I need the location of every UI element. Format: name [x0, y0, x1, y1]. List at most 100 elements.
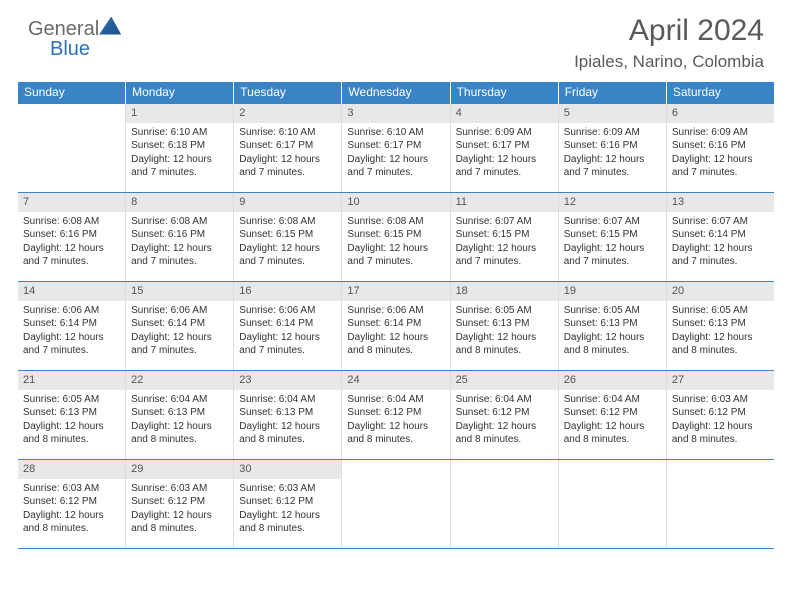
sunset-line: Sunset: 6:12 PM	[564, 406, 661, 420]
sunset-line: Sunset: 6:14 PM	[239, 317, 336, 331]
sunrise-line: Sunrise: 6:03 AM	[23, 482, 120, 496]
day-body: Sunrise: 6:05 AMSunset: 6:13 PMDaylight:…	[451, 301, 558, 363]
day-number	[18, 104, 125, 108]
day-number: 19	[559, 282, 666, 301]
day-body: Sunrise: 6:09 AMSunset: 6:17 PMDaylight:…	[451, 123, 558, 185]
daylight-line: Daylight: 12 hours and 7 minutes.	[23, 242, 120, 269]
sunset-line: Sunset: 6:15 PM	[239, 228, 336, 242]
calendar: SundayMondayTuesdayWednesdayThursdayFrid…	[18, 82, 774, 549]
day-body: Sunrise: 6:06 AMSunset: 6:14 PMDaylight:…	[234, 301, 341, 363]
weekday-header-cell: Saturday	[667, 82, 774, 104]
calendar-week: 21Sunrise: 6:05 AMSunset: 6:13 PMDayligh…	[18, 371, 774, 460]
day-number: 20	[667, 282, 774, 301]
sunset-line: Sunset: 6:16 PM	[672, 139, 769, 153]
page-title: April 2024	[629, 14, 764, 48]
calendar-day: 19Sunrise: 6:05 AMSunset: 6:13 PMDayligh…	[559, 282, 667, 370]
day-number: 11	[451, 193, 558, 212]
calendar-day: 23Sunrise: 6:04 AMSunset: 6:13 PMDayligh…	[234, 371, 342, 459]
daylight-line: Daylight: 12 hours and 7 minutes.	[131, 242, 228, 269]
calendar-day: 22Sunrise: 6:04 AMSunset: 6:13 PMDayligh…	[126, 371, 234, 459]
daylight-line: Daylight: 12 hours and 7 minutes.	[672, 153, 769, 180]
weekday-header-cell: Thursday	[451, 82, 559, 104]
calendar-day: 2Sunrise: 6:10 AMSunset: 6:17 PMDaylight…	[234, 104, 342, 192]
day-number	[451, 460, 558, 464]
day-body: Sunrise: 6:08 AMSunset: 6:16 PMDaylight:…	[18, 212, 125, 274]
daylight-line: Daylight: 12 hours and 7 minutes.	[672, 242, 769, 269]
day-number: 15	[126, 282, 233, 301]
logo-sail-icon	[99, 17, 121, 35]
calendar-day: 9Sunrise: 6:08 AMSunset: 6:15 PMDaylight…	[234, 193, 342, 281]
sunset-line: Sunset: 6:17 PM	[347, 139, 444, 153]
day-number	[342, 460, 449, 464]
daylight-line: Daylight: 12 hours and 7 minutes.	[131, 153, 228, 180]
sunset-line: Sunset: 6:17 PM	[239, 139, 336, 153]
day-body: Sunrise: 6:03 AMSunset: 6:12 PMDaylight:…	[18, 479, 125, 541]
day-number: 4	[451, 104, 558, 123]
sunset-line: Sunset: 6:14 PM	[131, 317, 228, 331]
sunset-line: Sunset: 6:13 PM	[131, 406, 228, 420]
calendar-day: 17Sunrise: 6:06 AMSunset: 6:14 PMDayligh…	[342, 282, 450, 370]
day-number: 10	[342, 193, 449, 212]
calendar-day: 20Sunrise: 6:05 AMSunset: 6:13 PMDayligh…	[667, 282, 774, 370]
sunrise-line: Sunrise: 6:10 AM	[131, 126, 228, 140]
sunrise-line: Sunrise: 6:09 AM	[564, 126, 661, 140]
day-body: Sunrise: 6:09 AMSunset: 6:16 PMDaylight:…	[559, 123, 666, 185]
daylight-line: Daylight: 12 hours and 8 minutes.	[239, 420, 336, 447]
sunrise-line: Sunrise: 6:07 AM	[564, 215, 661, 229]
calendar-week: 1Sunrise: 6:10 AMSunset: 6:18 PMDaylight…	[18, 104, 774, 193]
sunset-line: Sunset: 6:13 PM	[239, 406, 336, 420]
daylight-line: Daylight: 12 hours and 8 minutes.	[672, 420, 769, 447]
daylight-line: Daylight: 12 hours and 8 minutes.	[131, 420, 228, 447]
day-number: 30	[234, 460, 341, 479]
calendar-day: 28Sunrise: 6:03 AMSunset: 6:12 PMDayligh…	[18, 460, 126, 548]
day-number	[559, 460, 666, 464]
day-body: Sunrise: 6:08 AMSunset: 6:15 PMDaylight:…	[342, 212, 449, 274]
daylight-line: Daylight: 12 hours and 7 minutes.	[239, 331, 336, 358]
daylight-line: Daylight: 12 hours and 7 minutes.	[239, 153, 336, 180]
day-number: 21	[18, 371, 125, 390]
calendar-day	[18, 104, 126, 192]
sunrise-line: Sunrise: 6:06 AM	[131, 304, 228, 318]
sunrise-line: Sunrise: 6:10 AM	[239, 126, 336, 140]
day-number: 8	[126, 193, 233, 212]
sunrise-line: Sunrise: 6:04 AM	[131, 393, 228, 407]
day-body: Sunrise: 6:04 AMSunset: 6:12 PMDaylight:…	[342, 390, 449, 452]
day-body: Sunrise: 6:08 AMSunset: 6:15 PMDaylight:…	[234, 212, 341, 274]
sunset-line: Sunset: 6:13 PM	[672, 317, 769, 331]
daylight-line: Daylight: 12 hours and 7 minutes.	[131, 331, 228, 358]
sunset-line: Sunset: 6:12 PM	[239, 495, 336, 509]
sunrise-line: Sunrise: 6:05 AM	[456, 304, 553, 318]
calendar-day: 1Sunrise: 6:10 AMSunset: 6:18 PMDaylight…	[126, 104, 234, 192]
daylight-line: Daylight: 12 hours and 7 minutes.	[456, 153, 553, 180]
day-body: Sunrise: 6:07 AMSunset: 6:15 PMDaylight:…	[559, 212, 666, 274]
calendar-day: 26Sunrise: 6:04 AMSunset: 6:12 PMDayligh…	[559, 371, 667, 459]
day-number: 9	[234, 193, 341, 212]
sunrise-line: Sunrise: 6:09 AM	[672, 126, 769, 140]
calendar-day: 5Sunrise: 6:09 AMSunset: 6:16 PMDaylight…	[559, 104, 667, 192]
day-body: Sunrise: 6:03 AMSunset: 6:12 PMDaylight:…	[667, 390, 774, 452]
day-body: Sunrise: 6:03 AMSunset: 6:12 PMDaylight:…	[234, 479, 341, 541]
day-number: 13	[667, 193, 774, 212]
day-body: Sunrise: 6:05 AMSunset: 6:13 PMDaylight:…	[18, 390, 125, 452]
day-number: 16	[234, 282, 341, 301]
day-number: 26	[559, 371, 666, 390]
calendar-day: 3Sunrise: 6:10 AMSunset: 6:17 PMDaylight…	[342, 104, 450, 192]
sunset-line: Sunset: 6:13 PM	[23, 406, 120, 420]
sunrise-line: Sunrise: 6:08 AM	[23, 215, 120, 229]
sunset-line: Sunset: 6:12 PM	[672, 406, 769, 420]
daylight-line: Daylight: 12 hours and 8 minutes.	[456, 420, 553, 447]
day-number: 23	[234, 371, 341, 390]
day-number: 12	[559, 193, 666, 212]
day-body: Sunrise: 6:04 AMSunset: 6:12 PMDaylight:…	[451, 390, 558, 452]
location-text: Ipiales, Narino, Colombia	[574, 52, 764, 72]
sunset-line: Sunset: 6:12 PM	[456, 406, 553, 420]
daylight-line: Daylight: 12 hours and 7 minutes.	[564, 153, 661, 180]
day-body: Sunrise: 6:09 AMSunset: 6:16 PMDaylight:…	[667, 123, 774, 185]
sunrise-line: Sunrise: 6:07 AM	[672, 215, 769, 229]
day-number: 24	[342, 371, 449, 390]
calendar-day: 18Sunrise: 6:05 AMSunset: 6:13 PMDayligh…	[451, 282, 559, 370]
calendar-week: 28Sunrise: 6:03 AMSunset: 6:12 PMDayligh…	[18, 460, 774, 549]
calendar-day: 11Sunrise: 6:07 AMSunset: 6:15 PMDayligh…	[451, 193, 559, 281]
weekday-header: SundayMondayTuesdayWednesdayThursdayFrid…	[18, 82, 774, 104]
day-body: Sunrise: 6:06 AMSunset: 6:14 PMDaylight:…	[342, 301, 449, 363]
